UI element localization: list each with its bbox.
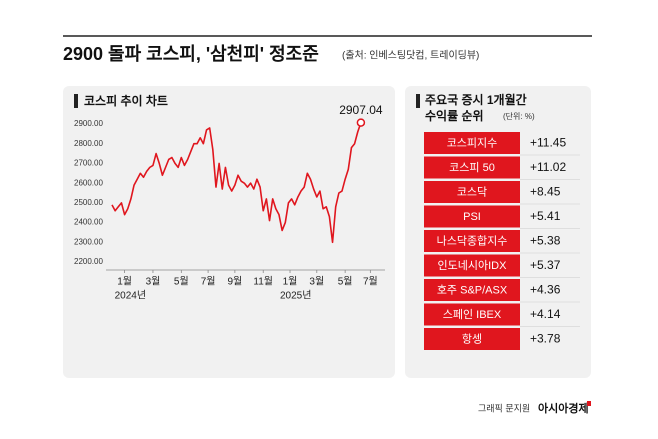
line-series bbox=[111, 122, 362, 244]
rank-label-bg bbox=[424, 230, 520, 252]
brand: 아시아경제 bbox=[538, 401, 589, 415]
source: (출처: 인베스팅닷컴, 트레이딩뷰) bbox=[342, 50, 479, 62]
y-tick-label: 2800.00 bbox=[74, 139, 103, 148]
y-tick-label: 2900.00 bbox=[74, 119, 103, 128]
rank-name: 나스닥종합지수 bbox=[437, 234, 508, 247]
rank-name: 코스피지수 bbox=[447, 136, 498, 149]
rank-label-bg bbox=[424, 303, 520, 326]
y-tick-label: 2400.00 bbox=[74, 218, 103, 227]
x-tick-label: 5월 bbox=[338, 276, 353, 288]
x-year-label: 2024년 bbox=[115, 290, 146, 302]
rank-label-bg bbox=[424, 205, 520, 228]
rank-label-bg bbox=[424, 328, 520, 350]
end-value-label: 2907.04 bbox=[339, 103, 383, 117]
x-tick-label: 7월 bbox=[201, 276, 216, 288]
headline: 2900 돌파 코스피, '삼천피' 정조준 bbox=[63, 44, 319, 64]
rank-label-bg bbox=[424, 254, 520, 277]
x-tick-label: 3월 bbox=[309, 276, 324, 288]
y-tick-label: 2600.00 bbox=[74, 178, 103, 187]
ranking-title-bar bbox=[416, 94, 420, 108]
chart-title-bar bbox=[74, 94, 78, 108]
rank-name: 호주 S&P/ASX bbox=[437, 283, 508, 296]
ranking-unit: (단위: %) bbox=[503, 111, 535, 121]
y-tick-label: 2500.00 bbox=[74, 198, 103, 207]
chart-title: 코스피 추이 차트 bbox=[84, 93, 168, 108]
rank-value: +5.38 bbox=[530, 234, 561, 248]
y-tick-label: 2300.00 bbox=[74, 237, 103, 246]
ranking-title: 주요국 증시 1개월간 bbox=[425, 92, 527, 107]
x-tick-label: 3월 bbox=[146, 276, 161, 288]
credit: 그래픽 문지원 bbox=[478, 403, 530, 413]
rank-value: +11.02 bbox=[530, 160, 566, 174]
x-tick-label: 1월 bbox=[117, 276, 132, 288]
rank-name: 인도네시아IDX bbox=[438, 259, 508, 272]
end-marker bbox=[356, 118, 366, 127]
rank-value: +4.36 bbox=[530, 283, 561, 297]
rank-name: 항셍 bbox=[462, 332, 482, 345]
rank-value: +4.14 bbox=[530, 307, 561, 321]
ranking-title: 수익률 순위 bbox=[425, 109, 484, 123]
rank-name: 스페인 IBEX bbox=[443, 308, 502, 321]
x-tick-label: 5월 bbox=[174, 276, 189, 288]
x-tick-label: 7월 bbox=[363, 276, 378, 288]
rank-name: PSI bbox=[463, 211, 481, 223]
rank-value: +5.37 bbox=[530, 258, 561, 272]
rank-value: +8.45 bbox=[530, 185, 561, 199]
x-year-label: 2025년 bbox=[280, 290, 311, 302]
rank-label-bg bbox=[424, 156, 520, 179]
rank-value: +3.78 bbox=[530, 332, 561, 346]
x-tick-label: 11월 bbox=[253, 276, 273, 288]
x-tick-label: 9월 bbox=[227, 276, 242, 288]
y-tick-label: 2700.00 bbox=[74, 159, 103, 168]
rank-name: 코스피 50 bbox=[449, 161, 495, 174]
chart-panel bbox=[63, 86, 395, 378]
rank-name: 코스닥 bbox=[457, 185, 487, 198]
rank-label-bg bbox=[424, 181, 520, 203]
rank-label-bg bbox=[424, 132, 520, 154]
rank-value: +11.45 bbox=[530, 136, 566, 150]
rank-value: +5.41 bbox=[530, 209, 561, 223]
y-tick-label: 2200.00 bbox=[74, 257, 103, 266]
x-tick-label: 1월 bbox=[283, 276, 298, 288]
rank-label-bg bbox=[424, 279, 520, 301]
brand-dot bbox=[587, 401, 591, 406]
